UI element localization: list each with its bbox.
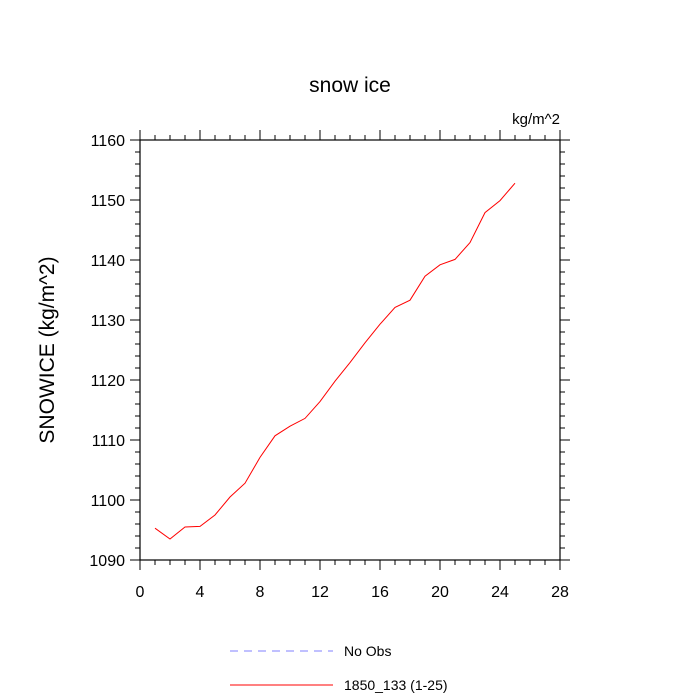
- y-tick-label: 1160: [91, 133, 126, 150]
- series-line: [154, 182, 516, 540]
- units-label: kg/m^2: [512, 111, 560, 128]
- y-tick-label: 1090: [89, 553, 125, 570]
- y-tick-label: 1150: [91, 193, 126, 210]
- legend: No Obs 1850_133 (1-25): [230, 643, 448, 693]
- axes-layer: [130, 130, 570, 570]
- x-tick-label: 24: [491, 584, 509, 601]
- y-tick-label: 1100: [91, 493, 126, 510]
- legend-label: No Obs: [344, 643, 391, 659]
- x-tick-label: 28: [551, 584, 569, 601]
- chart-title: snow ice: [309, 74, 391, 97]
- tick-labels: 0 4 8 12 16 20 24 28 1090 1100 1110 1120 1130 1140 115…: [89, 133, 569, 601]
- x-tick-label: 12: [311, 584, 329, 601]
- series-layer: [154, 182, 516, 540]
- y-tick-label: 1140: [91, 253, 126, 270]
- x-tick-label: 0: [136, 584, 145, 601]
- x-tick-label: 4: [196, 584, 205, 601]
- y-tick-label: 1120: [91, 373, 126, 390]
- x-tick-label: 16: [371, 584, 389, 601]
- x-tick-label: 20: [431, 584, 449, 601]
- x-tick-label: 8: [256, 584, 265, 601]
- legend-label: 1850_133 (1-25): [344, 677, 448, 693]
- y-tick-label: 1130: [91, 313, 126, 330]
- y-tick-label: 1110: [92, 433, 125, 450]
- y-axis-label: SNOWICE (kg/m^2): [36, 256, 59, 443]
